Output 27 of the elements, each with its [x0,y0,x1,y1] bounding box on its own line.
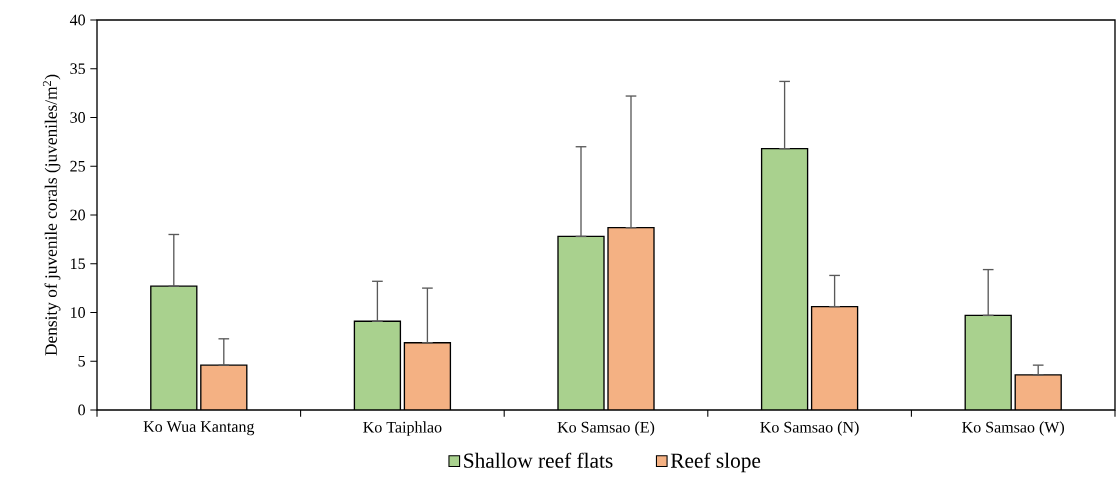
bar [964,314,1012,410]
y-tick-label: 20 [70,209,86,221]
bar [150,285,198,410]
y-tick-label: 35 [70,63,86,75]
bar [810,305,859,410]
y-tick-label: 30 [70,112,86,123]
bar [760,148,809,410]
y-axis-title: Density of juvenile corals (juveniles/m$^{2}$) [42,74,61,356]
bar [403,342,452,410]
x-tick-label: Ko Samsao (E) [557,421,655,436]
y-tick-label: 10 [71,307,86,318]
y-tick-label: 0 [78,404,86,416]
y-tick-label: 40 [69,14,86,26]
legend-label: Shallow reef flats [464,452,613,468]
bar [200,364,248,410]
y-tick-label: 15 [71,258,86,270]
bar [607,226,655,410]
bar [557,235,605,410]
x-tick-label: Ko Wua Kantang [143,421,255,436]
legend-label: Reef slope [670,452,761,473]
y-tick-label: 5 [78,355,86,367]
y-tick-label: 25 [70,160,86,172]
bar [353,320,402,410]
x-tick-label: Ko Taiphlao [363,421,442,436]
x-tick-label: Ko Samsao (N) [760,421,859,436]
bar [1014,374,1062,410]
x-tick-label: Ko Samsao (W) [962,421,1065,436]
